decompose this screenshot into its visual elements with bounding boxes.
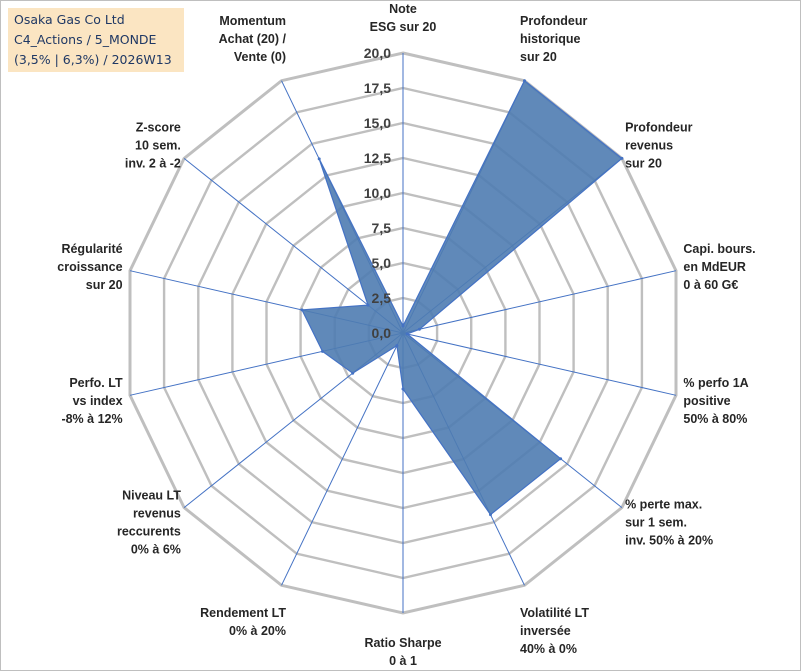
axis-label-2: Profondeur revenus sur 20: [625, 121, 692, 171]
tick-label-6: 15,0: [364, 115, 391, 131]
series-point-3: [417, 327, 421, 331]
series-point-0: [401, 324, 405, 328]
series-point-10: [321, 349, 324, 353]
title-line-stats: (3,5% | 6,3%) / 2026W13: [14, 52, 172, 67]
axis-label-9: Niveau LT revenus reccurents 0% à 6%: [117, 488, 181, 556]
title-line-category: C4_Actions / 5_MONDE: [14, 32, 157, 47]
tick-label-4: 10,0: [364, 185, 391, 201]
title-line-company: Osaka Gas Co Ltd: [14, 12, 125, 27]
tick-label-2: 5,0: [372, 255, 392, 271]
spoke-8: [281, 332, 404, 586]
axis-label-6: Volatilité LT inversée 40% à 0%: [520, 606, 589, 656]
tick-label-3: 7,5: [372, 220, 392, 236]
series-point-7: [401, 387, 405, 391]
spoke-3: [402, 270, 677, 334]
series-point-6: [489, 513, 492, 517]
series-point-1: [523, 79, 526, 83]
axis-label-1: Profondeur historique sur 20: [520, 14, 587, 64]
axis-label-4: % perfo 1A positive 50% à 80%: [683, 376, 748, 426]
axis-label-13: Momentum Achat (20) / Vente (0): [219, 14, 287, 64]
tick-label-8: 20,0: [364, 45, 391, 61]
axis-label-7: Ratio Sharpe 0 à 1: [364, 636, 441, 668]
series-point-11: [300, 308, 304, 312]
axis-label-5: % perte max. sur 1 sem. inv. 50% à 20%: [625, 497, 713, 547]
series-layer: [300, 79, 624, 517]
axis-label-3: Capi. bours. en MdEUR 0 à 60 G€: [683, 242, 755, 292]
axis-label-12: Z-score 10 sem. inv. 2 à -2: [125, 121, 181, 171]
spoke-12: [183, 158, 404, 334]
tick-label-0: 0,0: [372, 325, 392, 341]
series-point-12: [366, 303, 370, 307]
axis-label-11: Régularité croissance sur 20: [57, 242, 122, 292]
tick-label-1: 2,5: [372, 290, 392, 306]
label-layer: Note ESG sur 20 Profondeur historique sur 20…: [57, 2, 755, 668]
tick-label-5: 12,5: [364, 150, 391, 166]
series-point-9: [351, 371, 355, 375]
series-point-8: [395, 344, 399, 348]
spoke-4: [402, 332, 677, 396]
series-point-4: [405, 332, 409, 336]
series-point-2: [620, 156, 624, 160]
series-point-13: [317, 157, 321, 161]
tick-label-7: 17,5: [364, 80, 391, 96]
axis-label-10: Perfo. LT vs index -8% à 12%: [61, 376, 123, 426]
title-box: Osaka Gas Co Ltd C4_Actions / 5_MONDE (3…: [8, 8, 184, 72]
axis-label-0: Note ESG sur 20: [370, 2, 437, 34]
series-point-5: [559, 457, 563, 461]
axis-label-8: Rendement LT 0% à 20%: [200, 606, 286, 638]
tick-layer: 0,0 2,5 5,0 7,5 10,0 12,5 15,0 17,5 20,0: [364, 45, 391, 341]
